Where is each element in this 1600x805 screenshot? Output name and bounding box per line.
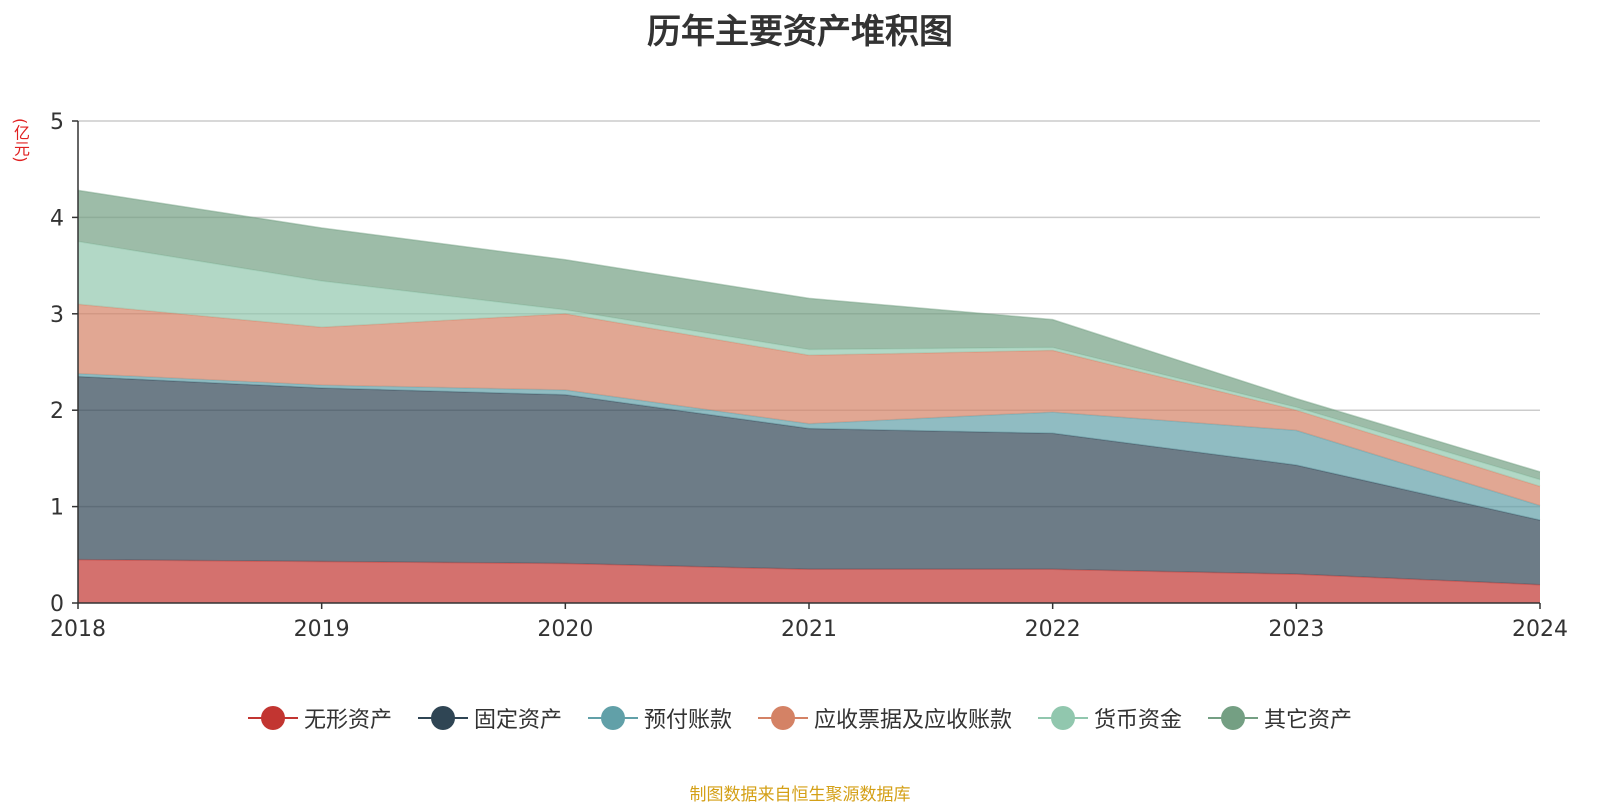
x-tick-label: 2024 [1512,617,1568,642]
x-tick-label: 2022 [1025,617,1081,642]
area-edge-5 [77,189,1541,473]
x-tick-label: 2020 [537,617,593,642]
x-tick-label: 2023 [1268,617,1324,642]
x-tick-label: 2019 [294,617,350,642]
area-series-1 [78,376,1540,585]
legend-marker-icon [587,706,638,730]
y-axis-unit: (亿元) [11,118,30,163]
source-note: 制图数据来自恒生聚源数据库 [689,785,911,805]
area-series-3 [78,304,1540,506]
legend-marker-icon [1208,706,1259,730]
legend-marker-icon [247,706,298,730]
legend-label: 其它资产 [1264,708,1353,733]
area-series-2 [78,373,1540,521]
legend-marker-icon [417,706,468,730]
y-tick-label: 0 [50,592,64,617]
legend-label: 固定资产 [473,708,562,733]
y-tick-label: 2 [50,399,64,424]
legend-item[interactable]: 货币资金 [1038,702,1182,734]
legend-label: 预付账款 [643,708,732,733]
x-tick-label: 2021 [781,617,837,642]
legend-label: 无形资产 [303,708,392,733]
area-series-4 [78,241,1540,487]
axes: 0 1 2 3 4 5 2018 2019 2020 2021 2022 2023 2024 [50,110,1568,642]
legend-item[interactable]: 其它资产 [1208,702,1352,734]
legend-label: 货币资金 [1094,708,1183,733]
area-series [77,189,1541,603]
y-tick-label: 3 [50,303,64,328]
y-tick-label: 5 [50,110,64,135]
legend-item[interactable]: 应收票据及应收账款 [758,702,1012,734]
legend-marker-icon [758,706,808,730]
y-tick-label: 4 [50,206,64,231]
legend-item[interactable]: 无形资产 [247,702,392,734]
y-tick-label: 1 [50,496,64,521]
area-series-5 [78,190,1540,480]
chart-title: 历年主要资产堆积图 [647,12,953,52]
area-series-0 [78,559,1540,603]
legend-item[interactable]: 固定资产 [417,702,562,734]
legend-item[interactable]: 预付账款 [587,702,732,734]
legend-marker-icon [1038,706,1089,730]
x-tick-label: 2018 [50,617,106,642]
legend: 无形资产 固定资产 预付账款 应收票据及应收账款 货币资金 其它资产 [0,702,1600,734]
legend-label: 应收票据及应收账款 [814,708,1013,733]
